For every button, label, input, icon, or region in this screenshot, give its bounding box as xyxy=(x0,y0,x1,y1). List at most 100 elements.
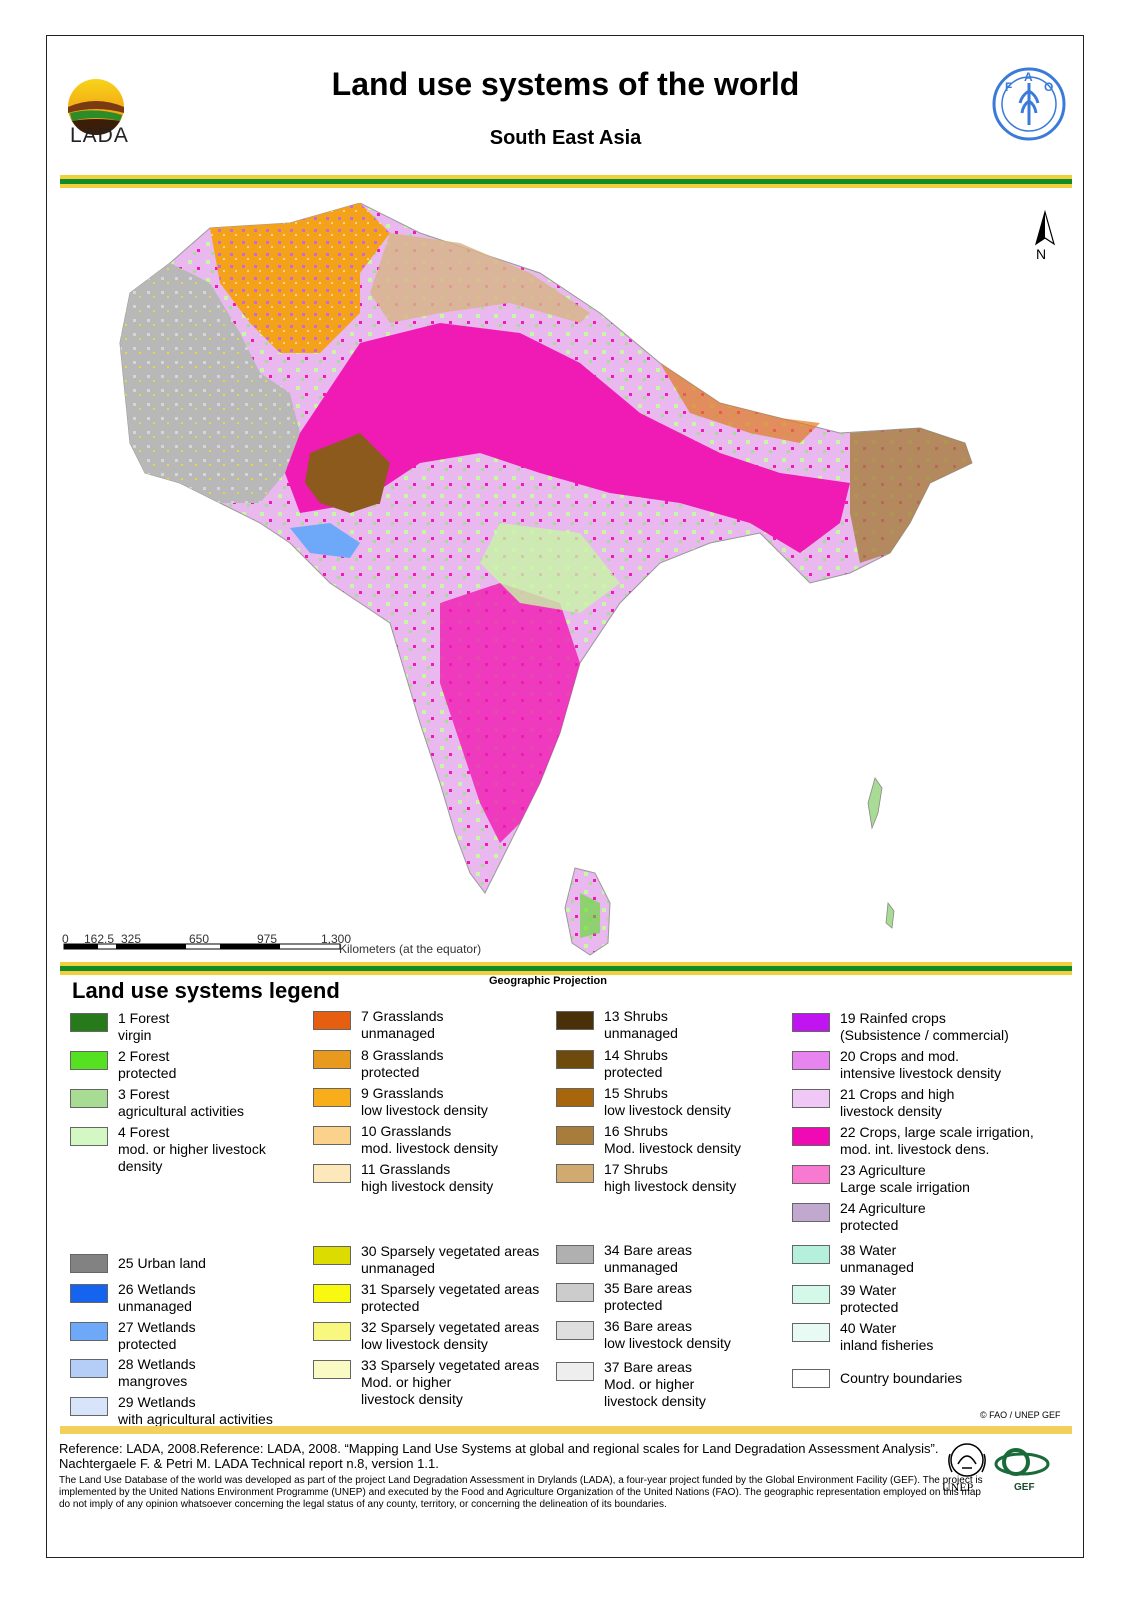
legend-swatch xyxy=(313,1011,351,1030)
svg-text:F: F xyxy=(1005,80,1012,94)
legend-label: 19 Rainfed crops (Subsistence / commerci… xyxy=(840,1010,1009,1043)
legend-label: 10 Grasslands mod. livestock density xyxy=(361,1123,498,1156)
legend-item: 32 Sparsely vegetated areas low livestoc… xyxy=(313,1319,539,1353)
legend-item: 17 Shrubs high livestock density xyxy=(556,1161,736,1195)
unep-logo-text: UNEP xyxy=(942,1480,974,1494)
legend-item: 40 Water inland fisheries xyxy=(792,1320,933,1354)
scale-tick-0: 0 xyxy=(62,932,69,946)
legend-item: 23 Agriculture Large scale irrigation xyxy=(792,1162,970,1196)
legend-item: 33 Sparsely vegetated areas Mod. or high… xyxy=(313,1357,539,1408)
legend-divider xyxy=(60,962,1072,976)
map-frame xyxy=(46,35,1084,1558)
legend-label: 4 Forest mod. or higher livestock densit… xyxy=(118,1124,266,1174)
copyright: © FAO / UNEP GEF xyxy=(980,1410,1061,1420)
legend-item: 15 Shrubs low livestock density xyxy=(556,1085,731,1119)
legend-item: 10 Grasslands mod. livestock density xyxy=(313,1123,498,1157)
legend-swatch xyxy=(313,1360,351,1379)
legend-item: 34 Bare areas unmanaged xyxy=(556,1242,692,1276)
legend-swatch xyxy=(70,1051,108,1070)
legend-label: 36 Bare areas low livestock density xyxy=(604,1318,731,1351)
legend-label: 15 Shrubs low livestock density xyxy=(604,1085,731,1118)
legend-item: 37 Bare areas Mod. or higher livestock d… xyxy=(556,1359,706,1410)
legend-swatch xyxy=(70,1127,108,1146)
lada-logo-text: LADA xyxy=(70,124,129,147)
legend-item: 2 Forest protected xyxy=(70,1048,176,1082)
legend-label: 34 Bare areas unmanaged xyxy=(604,1242,692,1275)
legend-label: 26 Wetlands unmanaged xyxy=(118,1281,196,1314)
legend-swatch xyxy=(313,1322,351,1341)
legend-label: 37 Bare areas Mod. or higher livestock d… xyxy=(604,1359,706,1409)
legend-swatch xyxy=(556,1245,594,1264)
legend-label: 13 Shrubs unmanaged xyxy=(604,1008,678,1041)
projection-label: Geographic Projection xyxy=(489,975,607,987)
reference-text: Reference: LADA, 2008.Reference: LADA, 2… xyxy=(59,1441,939,1471)
legend-swatch xyxy=(792,1013,830,1032)
legend-item: 24 Agriculture protected xyxy=(792,1200,926,1234)
legend-label: 2 Forest protected xyxy=(118,1048,177,1081)
map-title: Land use systems of the world xyxy=(331,66,800,102)
legend-item: Country boundaries xyxy=(792,1366,962,1388)
legend-item: 20 Crops and mod. intensive livestock de… xyxy=(792,1048,1001,1082)
legend-swatch xyxy=(556,1321,594,1340)
legend-swatch xyxy=(792,1089,830,1108)
legend-swatch xyxy=(792,1127,830,1146)
legend-item: 13 Shrubs unmanaged xyxy=(556,1008,678,1042)
legend-item: 25 Urban land xyxy=(70,1251,206,1273)
legend-label: 16 Shrubs Mod. livestock density xyxy=(604,1123,741,1156)
legend-swatch xyxy=(556,1283,594,1302)
legend-swatch xyxy=(70,1284,108,1303)
legend-swatch xyxy=(792,1369,830,1388)
scale-unit: Kilometers (at the equator) xyxy=(339,942,482,956)
legend-label: 28 Wetlands mangroves xyxy=(118,1356,196,1389)
legend-swatch xyxy=(70,1254,108,1273)
scale-tick-2: 325 xyxy=(121,932,142,946)
scale-bar xyxy=(63,943,341,950)
legend-swatch xyxy=(70,1359,108,1378)
legend-swatch xyxy=(70,1013,108,1032)
legend-label: 25 Urban land xyxy=(118,1255,206,1271)
legend-item: 11 Grasslands high livestock density xyxy=(313,1161,493,1195)
scale-tick-1: 162.5 xyxy=(84,932,115,946)
scale-tick-3: 650 xyxy=(189,932,210,946)
legend-label: 7 Grasslands unmanaged xyxy=(361,1008,444,1041)
legend-item: 3 Forest agricultural activities xyxy=(70,1086,244,1120)
legend-item: 36 Bare areas low livestock density xyxy=(556,1318,731,1352)
legend-item: 21 Crops and high livestock density xyxy=(792,1086,954,1120)
legend-swatch xyxy=(792,1051,830,1070)
legend-label: 1 Forest virgin xyxy=(118,1010,170,1043)
legend-item: 8 Grasslands protected xyxy=(313,1047,443,1081)
legend-label: 24 Agriculture protected xyxy=(840,1200,926,1233)
legend-item: 9 Grasslands low livestock density xyxy=(313,1085,488,1119)
legend-label: 8 Grasslands protected xyxy=(361,1047,444,1080)
legend-label: Country boundaries xyxy=(840,1370,963,1386)
legend-label: 22 Crops, large scale irrigation, mod. i… xyxy=(840,1124,1034,1157)
map-subtitle: South East Asia xyxy=(489,127,642,149)
legend-item: 4 Forest mod. or higher livestock densit… xyxy=(70,1124,266,1175)
legend-item: 39 Water protected xyxy=(792,1282,898,1316)
legend-label: 29 Wetlands with agricultural activities xyxy=(118,1394,273,1427)
legend-title: Land use systems legend xyxy=(72,978,340,1003)
legend-swatch xyxy=(556,1362,594,1381)
gef-logo-text: GEF xyxy=(1014,1482,1035,1493)
legend-swatch xyxy=(556,1088,594,1107)
legend-label: 30 Sparsely vegetated areas unmanaged xyxy=(361,1243,540,1276)
legend-label: 38 Water unmanaged xyxy=(840,1242,914,1275)
legend-item: 31 Sparsely vegetated areas protected xyxy=(313,1281,539,1315)
legend-item: 19 Rainfed crops (Subsistence / commerci… xyxy=(792,1010,1009,1044)
legend-item: 7 Grasslands unmanaged xyxy=(313,1008,443,1042)
legend-label: 32 Sparsely vegetated areas low livestoc… xyxy=(361,1319,540,1352)
footer-divider xyxy=(60,1426,1072,1434)
legend-label: 35 Bare areas protected xyxy=(604,1280,692,1313)
legend-swatch xyxy=(792,1245,830,1264)
svg-text:O: O xyxy=(1044,80,1053,94)
legend-swatch xyxy=(792,1323,830,1342)
legend-label: 33 Sparsely vegetated areas Mod. or high… xyxy=(361,1357,540,1407)
lada-logo xyxy=(68,79,124,135)
gef-logo xyxy=(994,1448,1050,1476)
legend-label: 21 Crops and high livestock density xyxy=(840,1086,955,1119)
scale-tick-5: 1,300 xyxy=(321,932,352,946)
legend-item: 27 Wetlands protected xyxy=(70,1319,196,1353)
legend-label: 9 Grasslands low livestock density xyxy=(361,1085,488,1118)
legend-label: 14 Shrubs protected xyxy=(604,1047,668,1080)
legend-item: 38 Water unmanaged xyxy=(792,1242,914,1276)
